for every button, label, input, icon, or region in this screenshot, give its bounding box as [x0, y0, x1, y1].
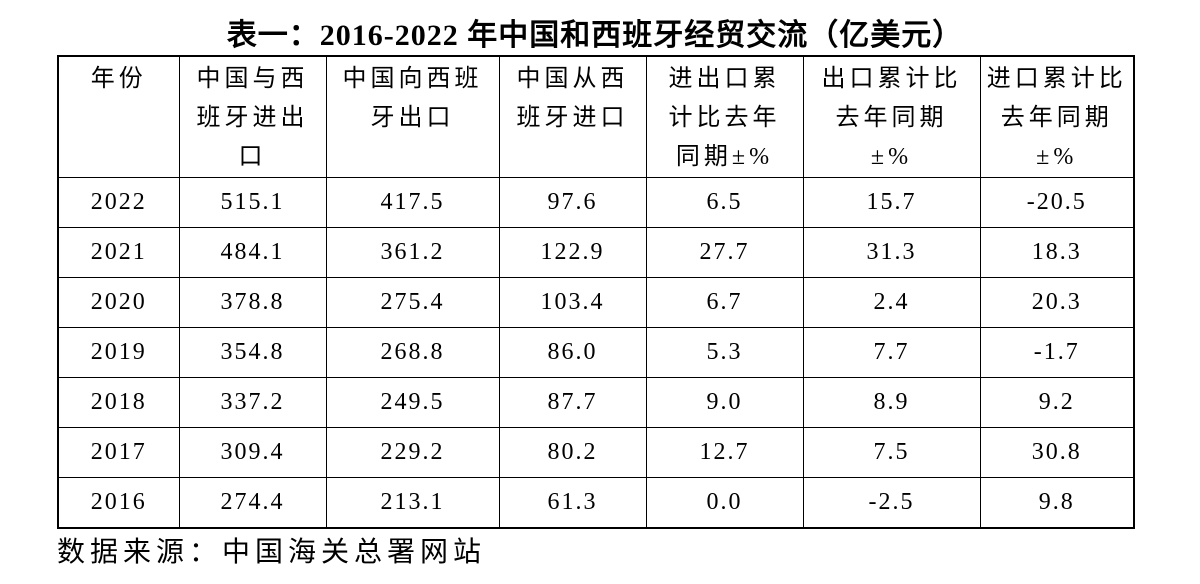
value-cell: 27.7	[645, 227, 804, 278]
table-title: 表一：2016-2022 年中国和西班牙经贸交流（亿美元）	[226, 19, 964, 52]
header-cell-imports: 中国从西 班牙进口	[498, 55, 647, 178]
value-cell: -20.5	[979, 177, 1135, 228]
value-cell: 8.9	[802, 377, 981, 428]
year-cell: 2019	[57, 327, 180, 378]
table-row-2022: 2022 515.1 417.5 97.6 6.5 15.7 -20.5	[57, 177, 1135, 228]
value-cell: 6.7	[645, 277, 804, 328]
value-cell: 268.8	[325, 327, 500, 378]
table-row-2017: 2017 309.4 229.2 80.2 12.7 7.5 30.8	[57, 427, 1135, 478]
value-cell: 417.5	[325, 177, 500, 228]
header-cell-exports: 中国向西班 牙出口	[325, 55, 500, 178]
value-cell: 229.2	[325, 427, 500, 478]
value-cell: 309.4	[178, 427, 327, 478]
value-cell: 7.7	[802, 327, 981, 378]
value-cell: 275.4	[325, 277, 500, 328]
year-cell: 2021	[57, 227, 180, 278]
value-cell: 122.9	[498, 227, 647, 278]
table-row-2018: 2018 337.2 249.5 87.7 9.0 8.9 9.2	[57, 377, 1135, 428]
value-cell: 87.7	[498, 377, 647, 428]
value-cell: 30.8	[979, 427, 1135, 478]
year-cell: 2022	[57, 177, 180, 228]
value-cell: 61.3	[498, 477, 647, 529]
value-cell: 15.7	[802, 177, 981, 228]
value-cell: 0.0	[645, 477, 804, 529]
header-cell-year: 年份	[57, 55, 180, 178]
value-cell: 515.1	[178, 177, 327, 228]
value-cell: 20.3	[979, 277, 1135, 328]
value-cell: 6.5	[645, 177, 804, 228]
value-cell: 18.3	[979, 227, 1135, 278]
value-cell: 12.7	[645, 427, 804, 478]
year-cell: 2017	[57, 427, 180, 478]
value-cell: 97.6	[498, 177, 647, 228]
value-cell: 86.0	[498, 327, 647, 378]
value-cell: 9.0	[645, 377, 804, 428]
year-cell: 2020	[57, 277, 180, 328]
header-cell-total-trade: 中国与西 班牙进出 口	[178, 55, 327, 178]
value-cell: 354.8	[178, 327, 327, 378]
value-cell: 361.2	[325, 227, 500, 278]
value-cell: 2.4	[802, 277, 981, 328]
year-cell: 2016	[57, 477, 180, 529]
value-cell: 31.3	[802, 227, 981, 278]
table-row-2019: 2019 354.8 268.8 86.0 5.3 7.7 -1.7	[57, 327, 1135, 378]
value-cell: 103.4	[498, 277, 647, 328]
value-cell: -2.5	[802, 477, 981, 529]
header-cell-total-yoy: 进出口累 计比去年 同期±%	[645, 55, 804, 178]
header-row: 年份 中国与西 班牙进出 口 中国向西班 牙出口 中国从西 班牙进口 进出口累 …	[57, 55, 1135, 178]
value-cell: 378.8	[178, 277, 327, 328]
value-cell: 9.2	[979, 377, 1135, 428]
value-cell: 213.1	[325, 477, 500, 529]
data-source-note: 数据来源：中国海关总署网站	[57, 537, 487, 568]
table-row-2021: 2021 484.1 361.2 122.9 27.7 31.3 18.3	[57, 227, 1135, 278]
year-cell: 2018	[57, 377, 180, 428]
value-cell: 337.2	[178, 377, 327, 428]
table-row-2016: 2016 274.4 213.1 61.3 0.0 -2.5 9.8	[57, 477, 1135, 529]
value-cell: 274.4	[178, 477, 327, 529]
header-cell-export-yoy: 出口累计比 去年同期 ±%	[802, 55, 981, 178]
value-cell: 5.3	[645, 327, 804, 378]
trade-table: 年份 中国与西 班牙进出 口 中国向西班 牙出口 中国从西 班牙进口 进出口累 …	[57, 55, 1135, 529]
value-cell: 484.1	[178, 227, 327, 278]
value-cell: -1.7	[979, 327, 1135, 378]
value-cell: 80.2	[498, 427, 647, 478]
header-cell-import-yoy: 进口累计比 去年同期 ±%	[979, 55, 1135, 178]
table-row-2020: 2020 378.8 275.4 103.4 6.7 2.4 20.3	[57, 277, 1135, 328]
value-cell: 7.5	[802, 427, 981, 478]
value-cell: 9.8	[979, 477, 1135, 529]
value-cell: 249.5	[325, 377, 500, 428]
